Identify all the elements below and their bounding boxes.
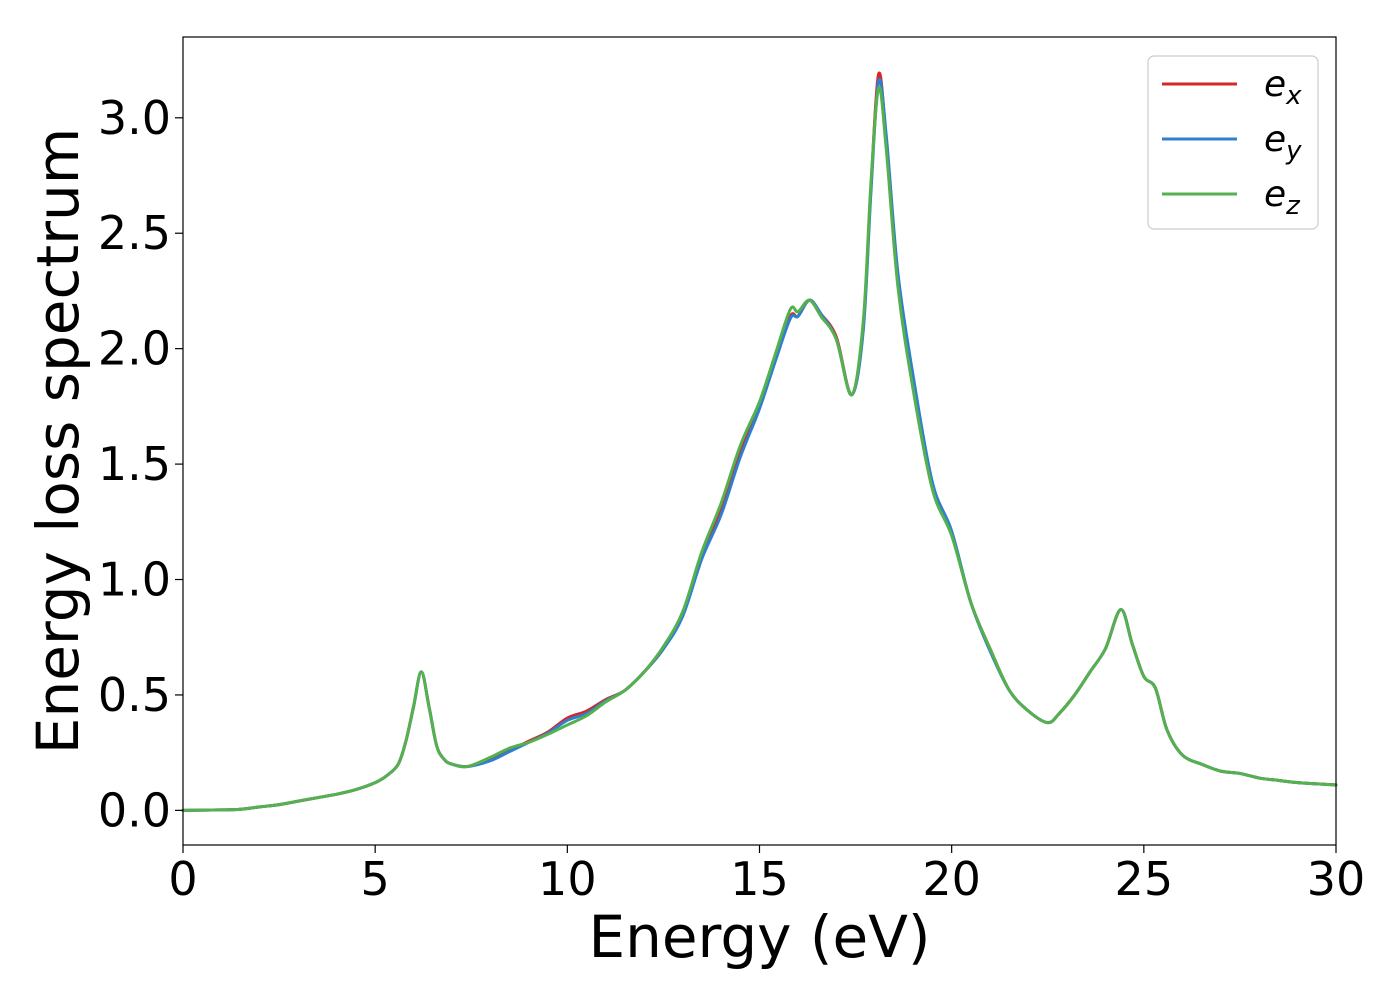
y-tick-label: 0.0: [98, 783, 171, 837]
y-tick-label: 2.0: [98, 322, 171, 376]
legend-box: [1147, 55, 1319, 230]
x-tick-label: 30: [1307, 852, 1366, 906]
y-tick-label: 0.5: [98, 668, 171, 722]
x-tick-label: 5: [361, 852, 390, 906]
x-tick-label: 15: [730, 852, 789, 906]
y-tick-label: 1.0: [98, 553, 171, 607]
y-tick-label: 1.5: [98, 437, 171, 491]
series-layer: [181, 71, 1338, 812]
series-line-z: [181, 85, 1338, 812]
x-tick-label: 0: [168, 852, 197, 906]
x-tick-label: 10: [538, 852, 597, 906]
x-axis: 0 5 10 15 20 25 30: [168, 845, 1365, 906]
y-tick-label: 3.0: [98, 91, 171, 145]
x-tick-label: 20: [922, 852, 981, 906]
x-tick-label: 25: [1115, 852, 1174, 906]
y-axis: 0.0 0.5 1.0 1.5 2.0 2.5 3.0: [98, 91, 183, 837]
y-tick-label: 2.5: [98, 206, 171, 260]
x-axis-label: Energy (eV): [588, 903, 930, 971]
y-axis-label: Energy loss spectrum: [24, 128, 92, 754]
legend-label-z: ez: [1264, 174, 1301, 221]
